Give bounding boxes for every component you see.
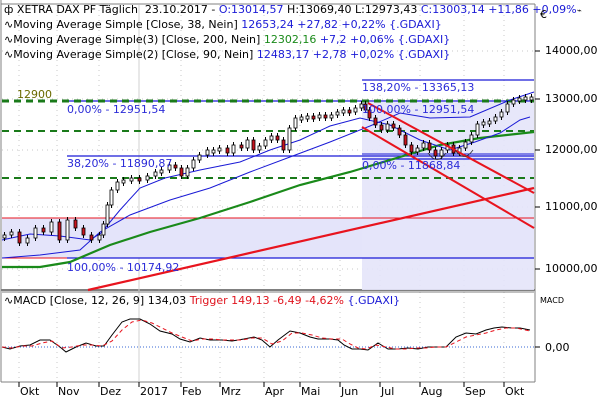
y-tick-10000: 10000,00 [545,262,598,275]
macd-legend: ∿MACD [Close, 12, 26, 9] 134,03 Trigger … [4,294,400,307]
currency-label: € [540,8,547,21]
instrument-icon: ф [4,3,17,16]
y-tick-14000: 14000,00 [545,44,598,57]
x-tick-okt: Okt [505,385,525,398]
ma200-value: 12302,16 [263,33,317,46]
fib-0-low-label: 0,00% - 11868,84 [362,159,461,172]
low-value: L:12973,43 [355,3,418,16]
line-icon: ∿ [4,33,14,46]
y-tick-11000: 11000,00 [545,200,598,213]
y-tick-13000: 13000,00 [545,92,598,105]
x-tick-nov: Nov [58,385,80,398]
x-tick-aug: Aug [421,385,443,398]
macd-symbol: {.GDAXI} [347,294,401,307]
price-legend: ф XETRA DAX PF Täglich 23.10.2017 - O:13… [4,3,577,16]
line-icon: ∿ [4,18,14,31]
grid-lines [2,5,540,381]
ma38-legend: ∿Moving Average Simple [Close, 38, Nein]… [4,18,442,31]
macd-name: MACD [Close, 12, 26, 9] [13,294,145,307]
fib-382-label: 38,20% - 11890,87 [67,157,173,170]
macd-zero-label: 0,00 [545,341,570,354]
fib-100-mid-label: 100,00% - 12951,54 [362,103,475,116]
ma90-legend: ∿Moving Average Simple(2) [Close, 90, Ne… [4,48,450,61]
x-tick-mrz: Mrz [221,385,241,398]
fib-0-top-label: 0,00% - 12951,54 [67,103,166,116]
line-icon: ∿ [4,294,14,307]
ma200-legend: ∿Moving Average Simple(3) [Close, 200, N… [4,33,450,46]
fib-100-bottom-label: 100,00% - 10174,92 [67,261,180,274]
x-tick-jul: Jul [381,385,395,398]
x-tick-okt: Okt [20,385,40,398]
close-value: C:13003,14 +11,86 +0,09% [420,3,577,16]
x-tick-jun: Jun [341,385,359,398]
macd-trigger: Trigger 149,13 -6,49 -4,62% [189,294,345,307]
ma200-name: Moving Average Simple(3) [Close, 200, Ne… [13,33,261,46]
scale-icon[interactable]: ⌁ [577,6,582,15]
x-tick-feb: Feb [182,385,202,398]
line-icon: ∿ [4,48,14,61]
ma90-name: Moving Average Simple(2) [Close, 90, Nei… [13,48,254,61]
fib-1382-label: 138,20% - 13365,13 [362,81,475,94]
level-12900-label: 12900 [17,88,52,101]
open-value: O:13014,57 [218,3,284,16]
legend-date: 23.10.2017 [144,3,208,16]
instrument-title: XETRA DAX PF Täglich [16,3,138,16]
ma38-value: 12653,24 +27,82 +0,22% {.GDAXI} [241,18,442,31]
y-tick-12000: 12000,00 [545,143,598,156]
ma38-name: Moving Average Simple [Close, 38, Nein] [13,18,238,31]
x-tick-mai: Mai [301,385,321,398]
ma90-value: 12483,17 +2,78 +0,02% {.GDAXI} [256,48,451,61]
macd-value: 134,03 [147,294,187,307]
macd-panel-title: MACD [540,296,564,305]
high-value: H:13069,40 [287,3,352,16]
ma200-change: +7,2 +0,06% {.GDAXI} [316,33,451,46]
x-tick-sep: Sep [465,385,486,398]
x-tick-dez: Dez [100,385,122,398]
x-tick-2017: 2017 [140,385,168,398]
x-tick-apr: Apr [265,385,285,398]
